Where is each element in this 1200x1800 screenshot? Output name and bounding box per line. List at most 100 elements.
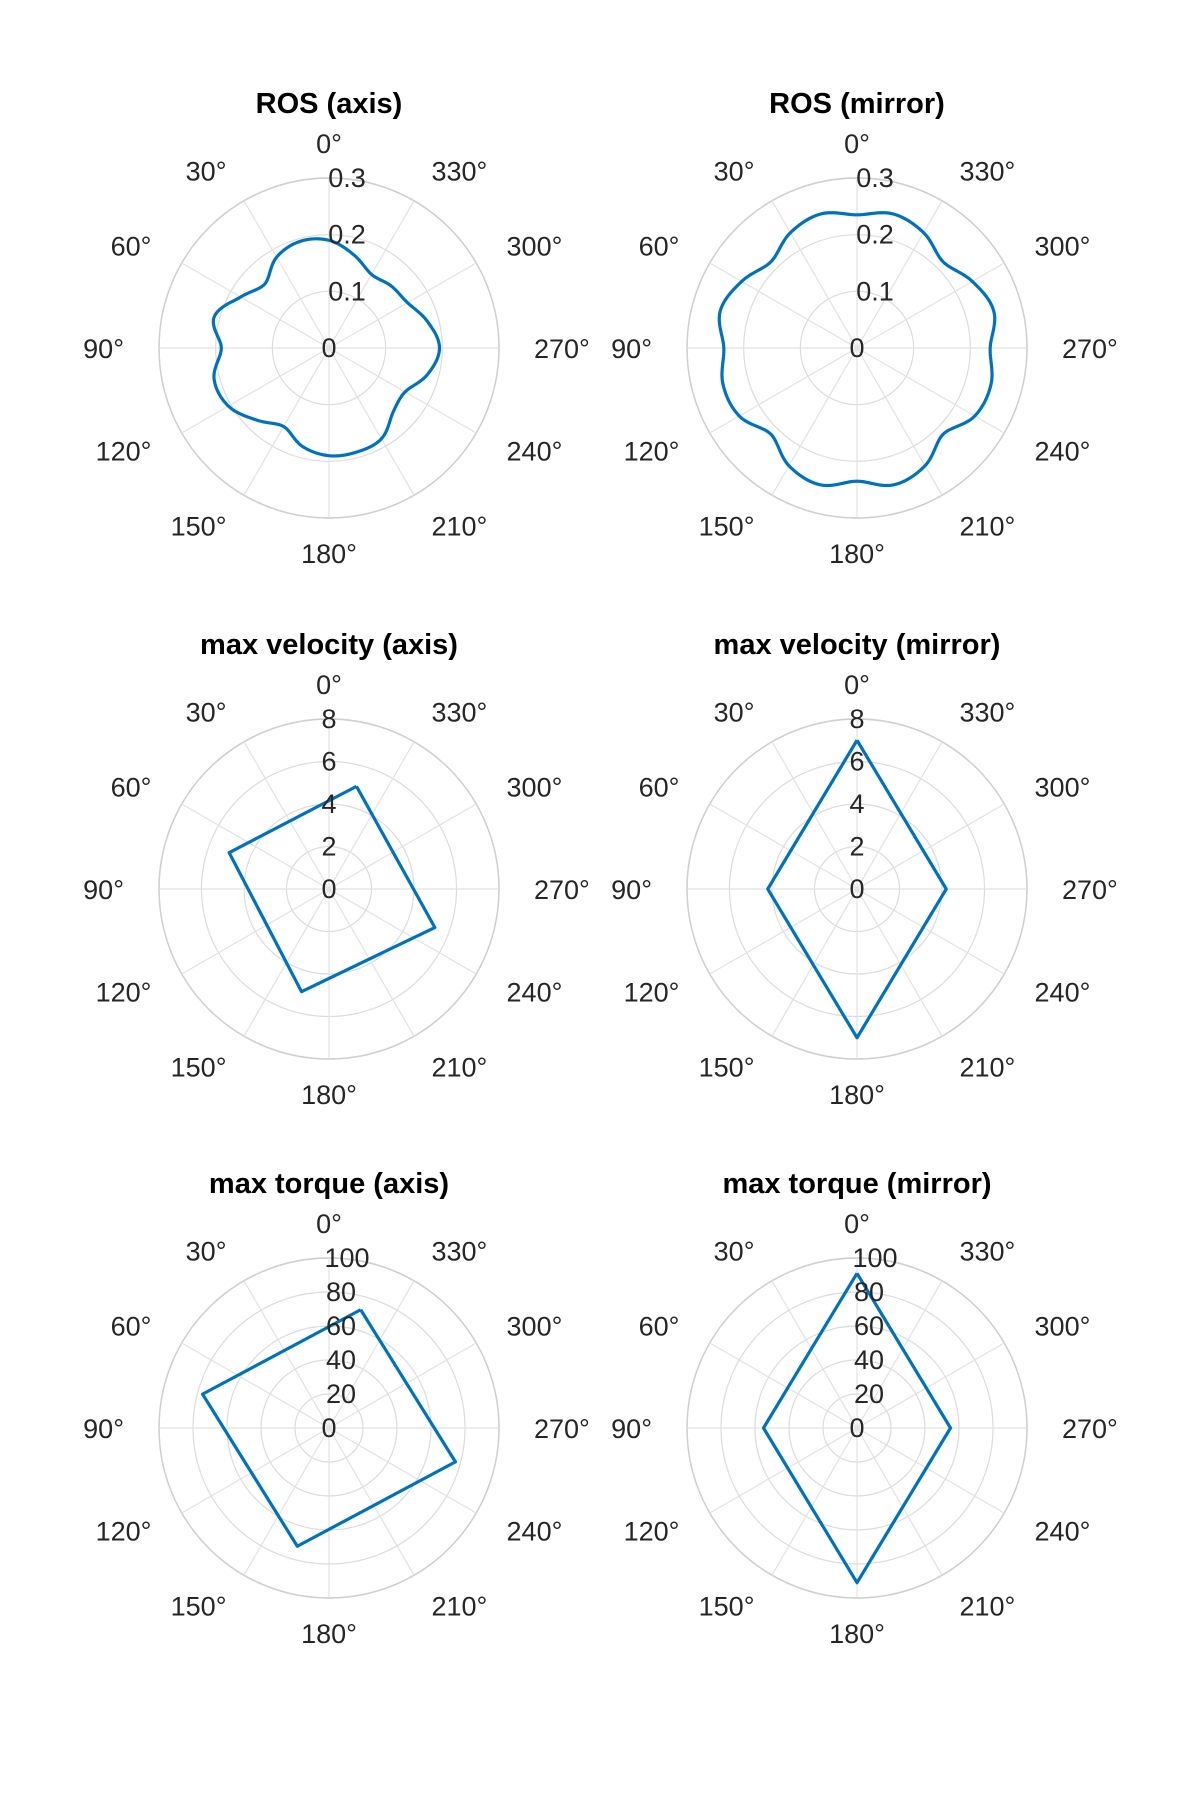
- chart-max-torque-axis-spoke: [243, 1280, 330, 1429]
- chart-max-velocity-axis-title: max velocity (axis): [200, 629, 458, 661]
- chart-ros-axis-r-tick-label: 0.2: [328, 220, 366, 250]
- chart-max-velocity-axis-r-tick-label: 4: [321, 789, 336, 819]
- chart-max-velocity-axis-spoke: [328, 888, 477, 975]
- chart-ros-axis-theta-label: 30°: [186, 156, 227, 186]
- chart-max-velocity-axis-theta-label: 330°: [432, 697, 488, 727]
- chart-max-velocity-axis-theta-label: 180°: [301, 1080, 357, 1110]
- chart-ros-mirror-spoke: [856, 200, 943, 349]
- chart-ros-axis-spoke: [328, 262, 477, 349]
- chart-ros-axis-theta-label: 300°: [507, 232, 563, 262]
- chart-ros-axis-spoke: [181, 262, 330, 349]
- chart-ros-axis-r-tick-label: 0.3: [328, 163, 366, 193]
- chart-max-velocity-mirror-theta-label: 150°: [699, 1053, 755, 1083]
- chart-max-velocity-mirror-spoke: [771, 888, 858, 1037]
- chart-max-torque-axis-r-tick-label: 80: [326, 1277, 356, 1307]
- chart-max-torque-axis-spoke: [328, 1427, 415, 1576]
- chart-ros-mirror-theta-label: 180°: [829, 539, 885, 569]
- chart-ros-mirror-theta-label: 270°: [1062, 334, 1118, 364]
- chart-max-torque-axis-theta-label: 0°: [316, 1209, 342, 1239]
- chart-max-torque-axis-spoke: [181, 1342, 330, 1429]
- chart-ros-mirror: ROS (mirror) 0 0.1 0.2 0.3 0° 30° 60° 90° 120° 150…: [611, 88, 1118, 569]
- chart-max-velocity-axis-theta-label: 270°: [534, 875, 590, 905]
- chart-max-torque-axis-spoke: [328, 1280, 415, 1429]
- chart-max-torque-mirror-theta-label: 120°: [624, 1517, 680, 1547]
- chart-ros-mirror-spoke: [856, 347, 943, 496]
- chart-ros-mirror-title: ROS (mirror): [769, 88, 945, 120]
- chart-ros-axis-theta-label: 60°: [111, 232, 152, 262]
- chart-max-velocity-axis-theta-label: 300°: [507, 773, 563, 803]
- chart-ros-axis-theta-label: 270°: [534, 334, 590, 364]
- chart-max-torque-mirror-series-line: [761, 1272, 953, 1585]
- chart-max-velocity-mirror-theta-label: 0°: [844, 670, 870, 700]
- chart-max-torque-axis-r-tick-label: 20: [326, 1379, 356, 1409]
- chart-max-torque-mirror-theta-label: 270°: [1062, 1414, 1118, 1444]
- chart-max-torque-mirror-title: max torque (mirror): [722, 1168, 991, 1200]
- chart-max-torque-mirror-spoke: [709, 1427, 858, 1514]
- chart-ros-axis-series-line: [211, 237, 442, 458]
- chart-max-torque-mirror-theta-label: 300°: [1035, 1312, 1091, 1342]
- chart-max-velocity-mirror-theta-label: 330°: [960, 697, 1016, 727]
- chart-max-velocity-mirror-spoke: [856, 741, 943, 890]
- chart-ros-mirror-theta-label: 330°: [960, 156, 1016, 186]
- chart-ros-axis-spoke: [243, 347, 330, 496]
- chart-ros-axis-theta-label: 90°: [83, 334, 124, 364]
- chart-max-torque-axis-theta-label: 210°: [432, 1592, 488, 1622]
- chart-ros-mirror-spoke: [771, 347, 858, 496]
- chart-max-velocity-mirror: max velocity (mirror) 0 2 4 6 8 0° 30° 60° 90° 120…: [611, 629, 1118, 1110]
- chart-ros-mirror-theta-label: 300°: [1035, 232, 1091, 262]
- chart-ros-mirror-r-tick-label: 0.1: [856, 276, 894, 306]
- chart-max-torque-axis-theta-label: 60°: [111, 1312, 152, 1342]
- chart-max-velocity-axis-spoke: [243, 741, 330, 890]
- chart-max-torque-axis-theta-label: 240°: [507, 1517, 563, 1547]
- chart-ros-mirror-theta-label: 90°: [611, 334, 652, 364]
- chart-max-velocity-axis-spoke: [328, 803, 477, 890]
- chart-max-torque-mirror-r-tick-label: 40: [854, 1345, 884, 1375]
- chart-max-velocity-axis-theta-label: 0°: [316, 670, 342, 700]
- chart-max-velocity-mirror-series-line: [766, 739, 948, 1040]
- chart-max-torque-axis-spoke: [328, 1427, 477, 1514]
- chart-max-torque-axis-theta-label: 30°: [186, 1236, 227, 1266]
- chart-max-velocity-mirror-theta-label: 120°: [624, 978, 680, 1008]
- chart-ros-mirror-theta-label: 120°: [624, 437, 680, 467]
- chart-ros-axis-spoke: [181, 347, 330, 434]
- chart-max-torque-mirror-r-tick-label: 20: [854, 1379, 884, 1409]
- chart-max-torque-mirror-theta-label: 30°: [714, 1236, 755, 1266]
- chart-max-torque-axis-spoke: [181, 1427, 330, 1514]
- chart-max-torque-mirror-spoke: [771, 1280, 858, 1429]
- chart-max-torque-axis-spoke: [243, 1427, 330, 1576]
- chart-max-velocity-axis-r-tick-label: 0: [321, 874, 336, 904]
- chart-max-torque-axis-theta-label: 270°: [534, 1414, 590, 1444]
- chart-max-velocity-axis-spoke: [328, 888, 415, 1037]
- chart-max-velocity-mirror-theta-label: 210°: [960, 1053, 1016, 1083]
- chart-ros-axis-spoke: [328, 347, 415, 496]
- chart-max-torque-mirror-spoke: [771, 1427, 858, 1576]
- chart-ros-mirror-spoke: [856, 262, 1005, 349]
- chart-max-torque-mirror-theta-label: 210°: [960, 1592, 1016, 1622]
- chart-max-torque-mirror-spoke: [856, 1427, 1005, 1514]
- chart-ros-axis-title: ROS (axis): [256, 88, 403, 120]
- chart-max-torque-mirror-theta-label: 0°: [844, 1209, 870, 1239]
- chart-max-torque-mirror-r-tick-label: 0: [849, 1413, 864, 1443]
- chart-max-torque-axis-theta-label: 120°: [96, 1517, 152, 1547]
- chart-ros-mirror-spoke: [709, 347, 858, 434]
- chart-max-velocity-mirror-theta-label: 60°: [639, 773, 680, 803]
- chart-max-torque-mirror: max torque (mirror) 0 20 40 60 80 100 0° 30° 60° 9…: [611, 1168, 1118, 1649]
- chart-max-velocity-axis-theta-label: 120°: [96, 978, 152, 1008]
- chart-max-torque-axis-r-tick-label: 100: [324, 1243, 369, 1273]
- chart-max-velocity-mirror-spoke: [709, 888, 858, 975]
- chart-ros-mirror-theta-label: 150°: [699, 512, 755, 542]
- chart-max-torque-axis-title: max torque (axis): [209, 1168, 449, 1200]
- chart-max-torque-axis-r-tick-label: 0: [321, 1413, 336, 1443]
- chart-max-torque-axis-theta-label: 90°: [83, 1414, 124, 1444]
- chart-ros-mirror-spoke: [856, 347, 1005, 434]
- chart-ros-axis-theta-label: 240°: [507, 437, 563, 467]
- chart-max-torque-axis-r-tick-label: 40: [326, 1345, 356, 1375]
- chart-max-torque-mirror-r-tick-label: 100: [852, 1243, 897, 1273]
- chart-max-velocity-axis-spoke: [181, 888, 330, 975]
- chart-max-velocity-axis-theta-label: 210°: [432, 1053, 488, 1083]
- chart-ros-axis-spoke: [328, 347, 477, 434]
- chart-max-velocity-axis-r-tick-label: 8: [321, 704, 336, 734]
- chart-max-torque-mirror-theta-label: 150°: [699, 1592, 755, 1622]
- chart-max-velocity-axis-theta-label: 150°: [171, 1053, 227, 1083]
- chart-max-torque-mirror-spoke: [856, 1280, 943, 1429]
